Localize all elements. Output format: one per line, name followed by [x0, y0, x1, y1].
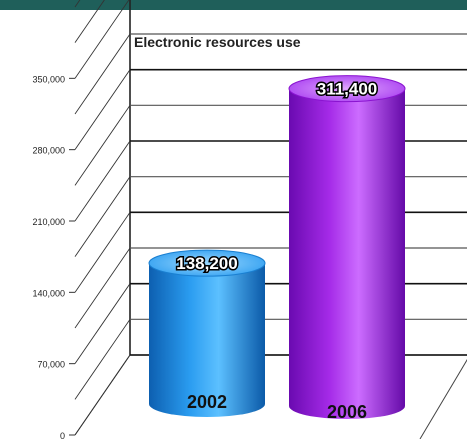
y-tick-label: 70,000 — [37, 360, 65, 370]
header-strip — [0, 0, 467, 10]
data-label: 138,200 — [176, 254, 237, 273]
grid — [74, 0, 467, 439]
gridline-side — [74, 33, 131, 115]
gridline-side — [74, 283, 131, 364]
y-tick-label: 210,000 — [32, 217, 65, 227]
gridline-side — [74, 0, 105, 43]
gridline-side — [74, 105, 131, 186]
y-tick-label: 140,000 — [32, 288, 65, 298]
gridline-side — [74, 247, 131, 329]
category-label: 2002 — [187, 392, 227, 412]
gridline-side — [74, 0, 130, 79]
bar-body — [289, 88, 405, 419]
bar-2002 — [148, 249, 266, 417]
floor-edge-right — [419, 359, 467, 439]
gridline-side — [74, 212, 131, 293]
y-tick-label: 350,000 — [32, 74, 65, 84]
bar-2006 — [288, 75, 406, 419]
category-label: 2006 — [327, 402, 367, 422]
bar-top — [288, 75, 406, 103]
gridline-side — [74, 319, 131, 400]
bar-top — [148, 249, 266, 277]
bar-body — [149, 263, 265, 417]
gridline-side — [74, 140, 131, 222]
gridline-side — [74, 176, 131, 257]
y-tick-label: 0 — [60, 431, 65, 439]
chart-title: Electronic resources use — [134, 34, 301, 50]
data-label: 311,400 — [317, 80, 378, 99]
labels: 0 70,000 140,000 210,000 280,000 350,000 138,2… — [32, 74, 378, 439]
y-tick-label: 280,000 — [32, 146, 65, 156]
gridline-side — [74, 69, 131, 150]
bars — [148, 75, 406, 419]
gridline-side — [74, 354, 131, 436]
